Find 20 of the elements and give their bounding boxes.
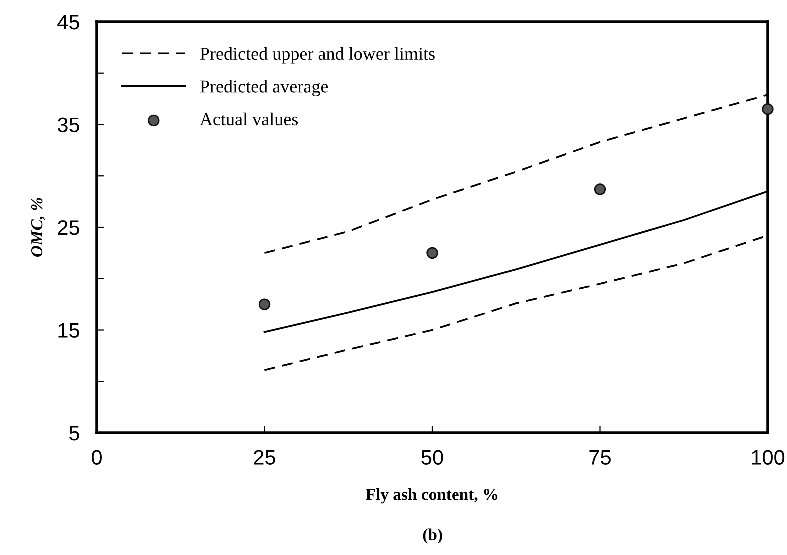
legend-label: Predicted upper and lower limits bbox=[200, 47, 435, 64]
point bbox=[258, 298, 271, 310]
x-axis-title: Fly ash content, % bbox=[366, 488, 498, 504]
text: (b) bbox=[423, 528, 442, 544]
y-tick-label: 35 bbox=[58, 118, 80, 133]
x-tick-label: 25 bbox=[254, 450, 276, 465]
point bbox=[426, 247, 438, 260]
y-tick-label: 25 bbox=[58, 220, 80, 236]
x-tick-label: 75 bbox=[590, 450, 611, 465]
x-tick-label: 50 bbox=[422, 450, 444, 465]
y-tick-label: 15 bbox=[58, 323, 80, 338]
legend-label: Predicted average bbox=[200, 80, 328, 97]
point bbox=[762, 103, 774, 116]
y-axis-title: OMC, % bbox=[31, 198, 46, 257]
legend-label: Actual values bbox=[200, 112, 298, 126]
x-tick-label: 100 bbox=[752, 450, 785, 465]
y-tick-label: 45 bbox=[58, 15, 80, 30]
y-tick-label: 5 bbox=[70, 426, 80, 441]
point bbox=[594, 184, 606, 196]
x-tick-label: 0 bbox=[92, 450, 102, 465]
